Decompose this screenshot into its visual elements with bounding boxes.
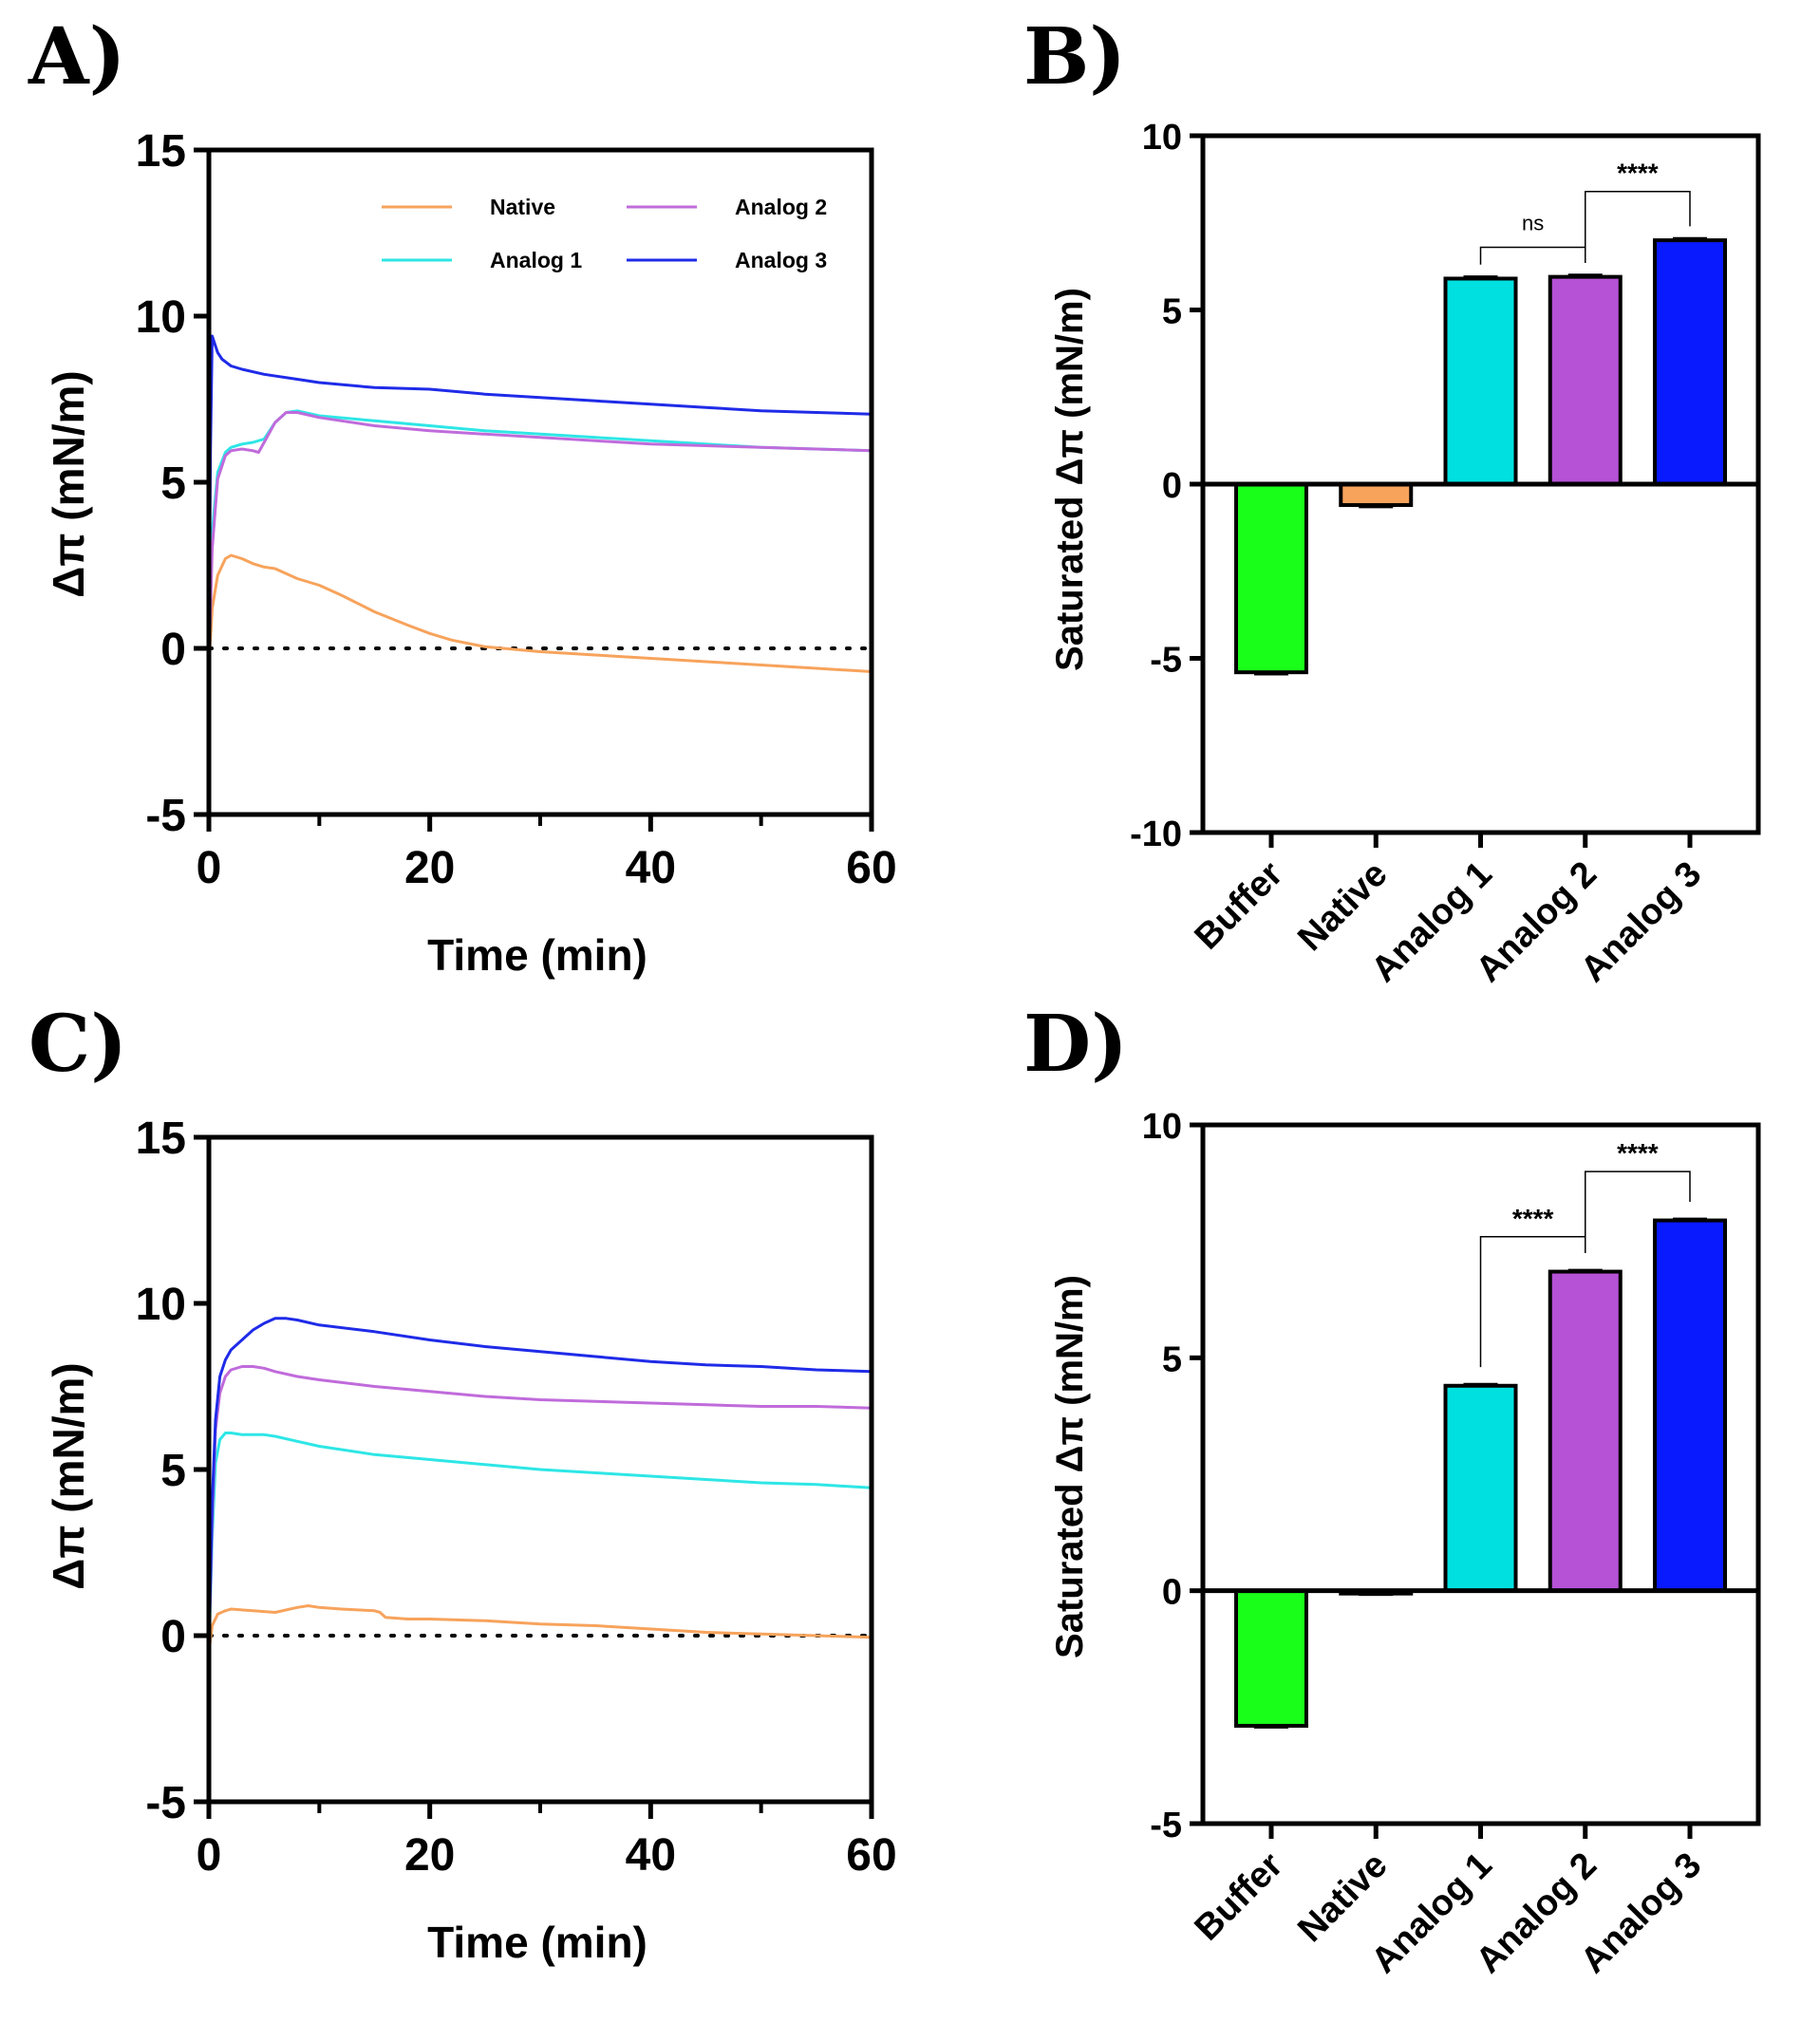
panel-c-series-analog-3 (207, 1317, 872, 1653)
panel-d-y-tick-label: 5 (1162, 1339, 1182, 1379)
panel-c-y-tick-label: 15 (136, 1114, 186, 1164)
panel-c-series-analog-2 (207, 1365, 872, 1653)
panel-a-series-analog-1 (207, 409, 872, 665)
panel-b-y-axis-label: Saturated Δπ (mN/m) (1049, 288, 1091, 671)
panel-b-bar-analog-1 (1443, 276, 1518, 486)
panel-d-significance-label: **** (1512, 1204, 1554, 1233)
panel-b-bar-native (1339, 482, 1414, 508)
panel-b-bar-analog-2 (1548, 274, 1623, 487)
panel-c-x-tick-label: 0 (197, 1830, 222, 1881)
panel-c-x-tick-label: 60 (846, 1830, 896, 1881)
panel-b-label: B) (1023, 11, 1126, 103)
panel-b-y-tick-label: -5 (1150, 641, 1182, 681)
panel-b-y-tick-label: -10 (1130, 815, 1182, 854)
panel-d-y-tick-label: -5 (1150, 1806, 1182, 1845)
panel-b-y-tick-label: 0 (1162, 466, 1182, 506)
panel-a-series-analog-2 (207, 411, 872, 665)
panel-b-significance-bracket (1585, 190, 1691, 263)
legend-label-analog-2: Analog 2 (735, 195, 827, 219)
panel-c-x-axis-label: Time (min) (427, 1918, 647, 1967)
panel-a-x-tick-label: 40 (626, 843, 676, 893)
panel-d-label: D) (1023, 999, 1128, 1090)
panel-c-y-tick-label: 5 (160, 1446, 186, 1496)
panel-d-significance-label: **** (1617, 1138, 1659, 1168)
panel-d-bar-analog-1 (1443, 1383, 1518, 1593)
panel-c-series-analog-1 (207, 1432, 872, 1653)
panel-d-y-axis-label: Saturated Δπ (mN/m) (1049, 1275, 1091, 1658)
panel-c-x-tick-label: 20 (404, 1830, 455, 1881)
panel-a-x-tick-label: 20 (404, 843, 455, 893)
panel-a-line-chart: A) Δπ (mN/m) Time (min) Native Analog 1 … (28, 11, 897, 980)
panel-b-bar-buffer (1234, 482, 1308, 675)
panel-b-significance-label: ns (1522, 211, 1544, 234)
panel-d-bar-analog-3 (1653, 1218, 1727, 1593)
panel-a-x-tick-label: 60 (846, 843, 896, 893)
panel-a-y-tick-label: 5 (160, 459, 186, 509)
panel-a-x-tick-label: 0 (197, 843, 222, 893)
panel-a-series-analog-3 (207, 334, 872, 665)
panel-c-y-axis-label: Δπ (mN/m) (44, 1362, 93, 1590)
legend-label-native: Native (490, 195, 555, 219)
panel-d-category-label-native: Native (1290, 1845, 1395, 1950)
panel-b-y-tick-label: 10 (1142, 118, 1182, 158)
panel-b-bar-analog-3 (1653, 238, 1727, 486)
panel-c-y-tick-label: 10 (136, 1280, 186, 1330)
panel-b-category-label-native: Native (1290, 854, 1395, 959)
panel-a-y-axis-label: Δπ (mN/m) (44, 370, 93, 598)
legend: Native Analog 1 Analog 2 Analog 3 (382, 195, 827, 272)
panel-a-y-tick-label: 0 (160, 625, 186, 675)
panel-d-significance-bracket (1585, 1170, 1691, 1253)
panel-a-label: A) (28, 11, 125, 103)
panel-b-category-label-buffer: Buffer (1188, 854, 1291, 958)
panel-c-label: C) (28, 999, 127, 1090)
panel-c-x-tick-label: 40 (626, 1830, 676, 1881)
panel-c-series-native (207, 1604, 872, 1653)
panel-d-y-tick-label: 0 (1162, 1573, 1182, 1613)
panel-b-significance-label: **** (1617, 159, 1659, 188)
panel-d-bar-buffer (1234, 1588, 1308, 1728)
panel-d-category-label-buffer: Buffer (1188, 1845, 1291, 1949)
panel-a-y-tick-label: 10 (136, 292, 186, 343)
panel-a-x-axis-label: Time (min) (427, 930, 647, 980)
panel-d-y-tick-label: 10 (1142, 1107, 1182, 1147)
panel-d-bar-analog-2 (1548, 1269, 1623, 1593)
panel-a-series-native (207, 553, 872, 673)
panel-c-y-tick-label: 0 (160, 1612, 186, 1662)
legend-label-analog-1: Analog 1 (490, 248, 582, 272)
legend-label-analog-3: Analog 3 (735, 248, 827, 272)
panel-b-significance-bracket (1479, 246, 1586, 265)
panel-b-y-tick-label: 5 (1162, 292, 1182, 332)
panel-a-y-tick-label: 15 (136, 126, 186, 177)
panel-c-y-tick-label: -5 (145, 1778, 186, 1828)
panel-a-y-tick-label: -5 (145, 791, 186, 841)
